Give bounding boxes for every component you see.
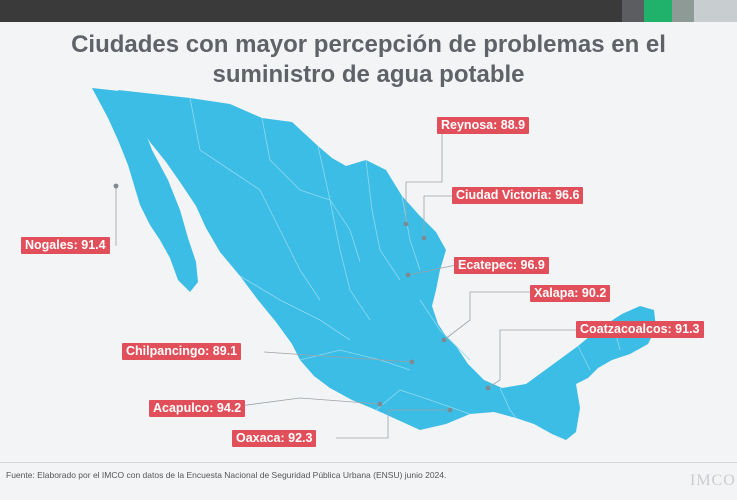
label-coatzacoalcos: Coatzacoalcos: 91.3 [576, 321, 704, 338]
marker-acapulco [377, 401, 383, 407]
marker-oaxaca [447, 407, 453, 413]
label-acapulco: Acapulco: 94.2 [149, 400, 246, 417]
top-bar-accent [622, 0, 644, 22]
marker-ecatepec [405, 272, 411, 278]
marker-ciudad-victoria [421, 235, 427, 241]
source-footer: Fuente: Elaborado por el IMCO con datos … [6, 470, 447, 480]
marker-reynosa [403, 221, 409, 227]
top-bar-accent-green [644, 0, 672, 22]
imco-logo: IMCO [690, 472, 736, 489]
state-borders [189, 97, 621, 419]
baja-california-peninsula [92, 88, 198, 292]
top-bar [0, 0, 737, 22]
label-oaxaca: Oaxaca: 92.3 [232, 430, 317, 447]
marker-nogales [113, 183, 119, 189]
label-ecatepec: Ecatepec: 96.9 [454, 257, 549, 274]
title-line-2: suministro de agua potable [212, 61, 525, 88]
label-xalapa: Xalapa: 90.2 [530, 285, 611, 302]
marker-xalapa [441, 337, 447, 343]
title-line-1: Ciudades con mayor percepción de problem… [71, 31, 666, 58]
mexico-mainland [118, 90, 656, 440]
label-reynosa: Reynosa: 88.9 [437, 117, 530, 134]
top-bar-accent [672, 0, 694, 22]
marker-chilpancingo [409, 359, 415, 365]
city-markers [113, 183, 491, 413]
label-chilpancingo: Chilpancingo: 89.1 [122, 343, 242, 360]
footer-divider [0, 462, 737, 463]
top-bar-accent [694, 0, 737, 22]
label-ciudad-victoria: Ciudad Victoria: 96.6 [452, 187, 584, 204]
connector-lines [115, 132, 578, 439]
page-title: Ciudades con mayor percepción de problem… [20, 30, 717, 90]
marker-coatzacoalcos [485, 385, 491, 391]
label-nogales: Nogales: 91.4 [21, 237, 110, 254]
